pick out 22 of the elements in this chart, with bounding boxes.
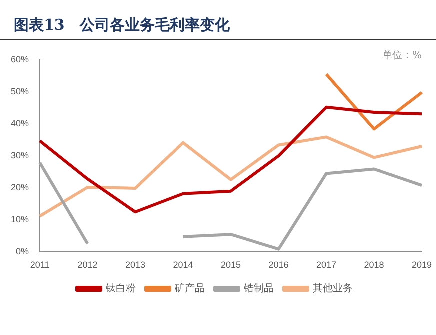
x-tick-label: 2011 bbox=[30, 260, 50, 270]
legend-label: 锆制品 bbox=[243, 282, 274, 295]
x-tick-label: 2015 bbox=[220, 260, 242, 270]
y-tick-label: 40% bbox=[11, 118, 30, 129]
y-tick-label: 30% bbox=[11, 150, 30, 161]
x-tick-label: 2014 bbox=[173, 260, 194, 270]
chart-title: 图表13 公司各业务毛利率变化 bbox=[0, 0, 436, 40]
x-tick-label: 2013 bbox=[125, 260, 146, 270]
y-tick-label: 50% bbox=[11, 86, 30, 97]
legend-label: 其他业务 bbox=[313, 282, 353, 295]
legend-label: 矿产品 bbox=[174, 282, 205, 295]
x-tick-label: 2019 bbox=[412, 260, 432, 270]
y-tick-label: 20% bbox=[11, 182, 30, 193]
y-tick-label: 60% bbox=[11, 54, 30, 64]
x-tick-label: 2017 bbox=[316, 260, 337, 270]
annotation: 单位：% bbox=[382, 50, 422, 62]
y-tick-label: 0% bbox=[16, 246, 30, 257]
x-tick-label: 2018 bbox=[364, 260, 384, 270]
x-tick-label: 2016 bbox=[268, 260, 289, 270]
x-tick-label: 2012 bbox=[78, 260, 98, 270]
y-tick-label: 10% bbox=[11, 214, 30, 225]
legend-label: 钛白粉 bbox=[105, 282, 136, 295]
